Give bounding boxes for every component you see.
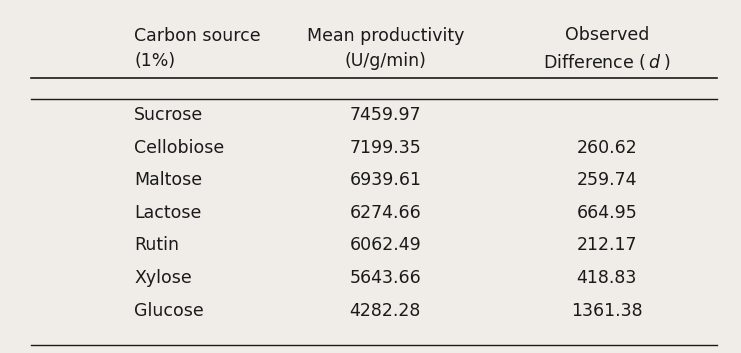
Text: Xylose: Xylose: [134, 269, 192, 287]
Text: 6939.61: 6939.61: [349, 171, 422, 189]
Text: 4282.28: 4282.28: [350, 301, 421, 319]
Text: Maltose: Maltose: [134, 171, 202, 189]
Text: 7459.97: 7459.97: [350, 106, 421, 124]
Text: 212.17: 212.17: [576, 237, 637, 255]
Text: 5643.66: 5643.66: [350, 269, 421, 287]
Text: 1361.38: 1361.38: [571, 301, 642, 319]
Text: Glucose: Glucose: [134, 301, 204, 319]
Text: Lactose: Lactose: [134, 204, 202, 222]
Text: Rutin: Rutin: [134, 237, 179, 255]
Text: 6274.66: 6274.66: [350, 204, 421, 222]
Text: 260.62: 260.62: [576, 139, 637, 157]
Text: Observed
Difference ( $d$ ): Observed Difference ( $d$ ): [543, 26, 671, 72]
Text: 259.74: 259.74: [576, 171, 637, 189]
Text: Carbon source
(1%): Carbon source (1%): [134, 27, 261, 70]
Text: 7199.35: 7199.35: [350, 139, 421, 157]
Text: Mean productivity
(U/g/min): Mean productivity (U/g/min): [307, 27, 464, 70]
Text: Sucrose: Sucrose: [134, 106, 204, 124]
Text: 664.95: 664.95: [576, 204, 637, 222]
Text: 6062.49: 6062.49: [350, 237, 421, 255]
Text: 418.83: 418.83: [576, 269, 637, 287]
Text: Cellobiose: Cellobiose: [134, 139, 225, 157]
